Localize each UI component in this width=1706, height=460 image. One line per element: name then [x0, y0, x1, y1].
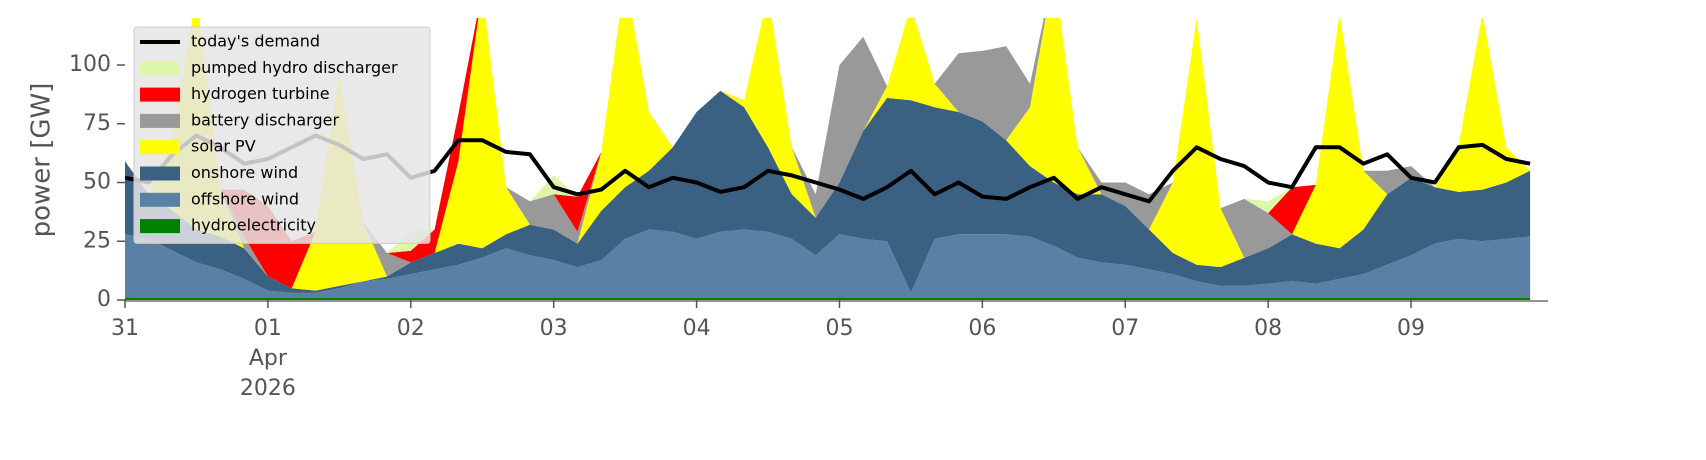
x-tick-label: 31 — [111, 316, 139, 341]
legend-label: hydrogen turbine — [191, 84, 330, 103]
legend-box — [133, 26, 431, 244]
area — [125, 18, 1531, 291]
area — [125, 18, 1531, 289]
legend-label: onshore wind — [191, 163, 298, 182]
y-axis-label: power [GW] — [27, 83, 57, 238]
legend-swatch — [140, 87, 180, 102]
x-tick-label: 07 — [1111, 316, 1140, 341]
x-tick-label: 02 — [396, 316, 425, 341]
x-tick-label: 04 — [682, 316, 711, 341]
legend-swatch — [140, 140, 180, 155]
x-tick-label: 06 — [968, 316, 997, 341]
area — [125, 18, 1531, 289]
x-tick-label: 08 — [1254, 316, 1283, 341]
legend-swatch — [140, 166, 180, 181]
x-tick-label: 05 — [825, 316, 854, 341]
legend-label: battery discharger — [191, 110, 339, 129]
area — [125, 229, 1531, 298]
y-tick-label: 25 — [83, 228, 111, 253]
legend-label: pumped hydro discharger — [191, 58, 398, 77]
legend-label: solar PV — [191, 137, 256, 156]
y-tick-label: 0 — [97, 287, 111, 312]
legend-swatch — [140, 61, 180, 76]
legend-swatch — [140, 113, 180, 128]
y-tick-label: 75 — [83, 111, 111, 136]
y-tick-label: 100 — [69, 52, 111, 77]
legend-label: hydroelectricity — [191, 216, 316, 235]
legend-label: today's demand — [191, 32, 320, 51]
x-tick-label: 01 Apr 2026 — [239, 316, 296, 401]
legend-swatch — [140, 192, 180, 207]
legend-swatch — [140, 219, 180, 234]
legend: today's demand pumped hydro discharger hyd… — [133, 26, 431, 244]
legend-label: offshore wind — [191, 189, 299, 208]
area — [125, 297, 1531, 300]
y-tick-label: 50 — [83, 170, 111, 195]
plot-area — [125, 18, 1531, 300]
x-tick-label: 09 — [1397, 316, 1426, 341]
x-tick-label: 03 — [539, 316, 568, 341]
